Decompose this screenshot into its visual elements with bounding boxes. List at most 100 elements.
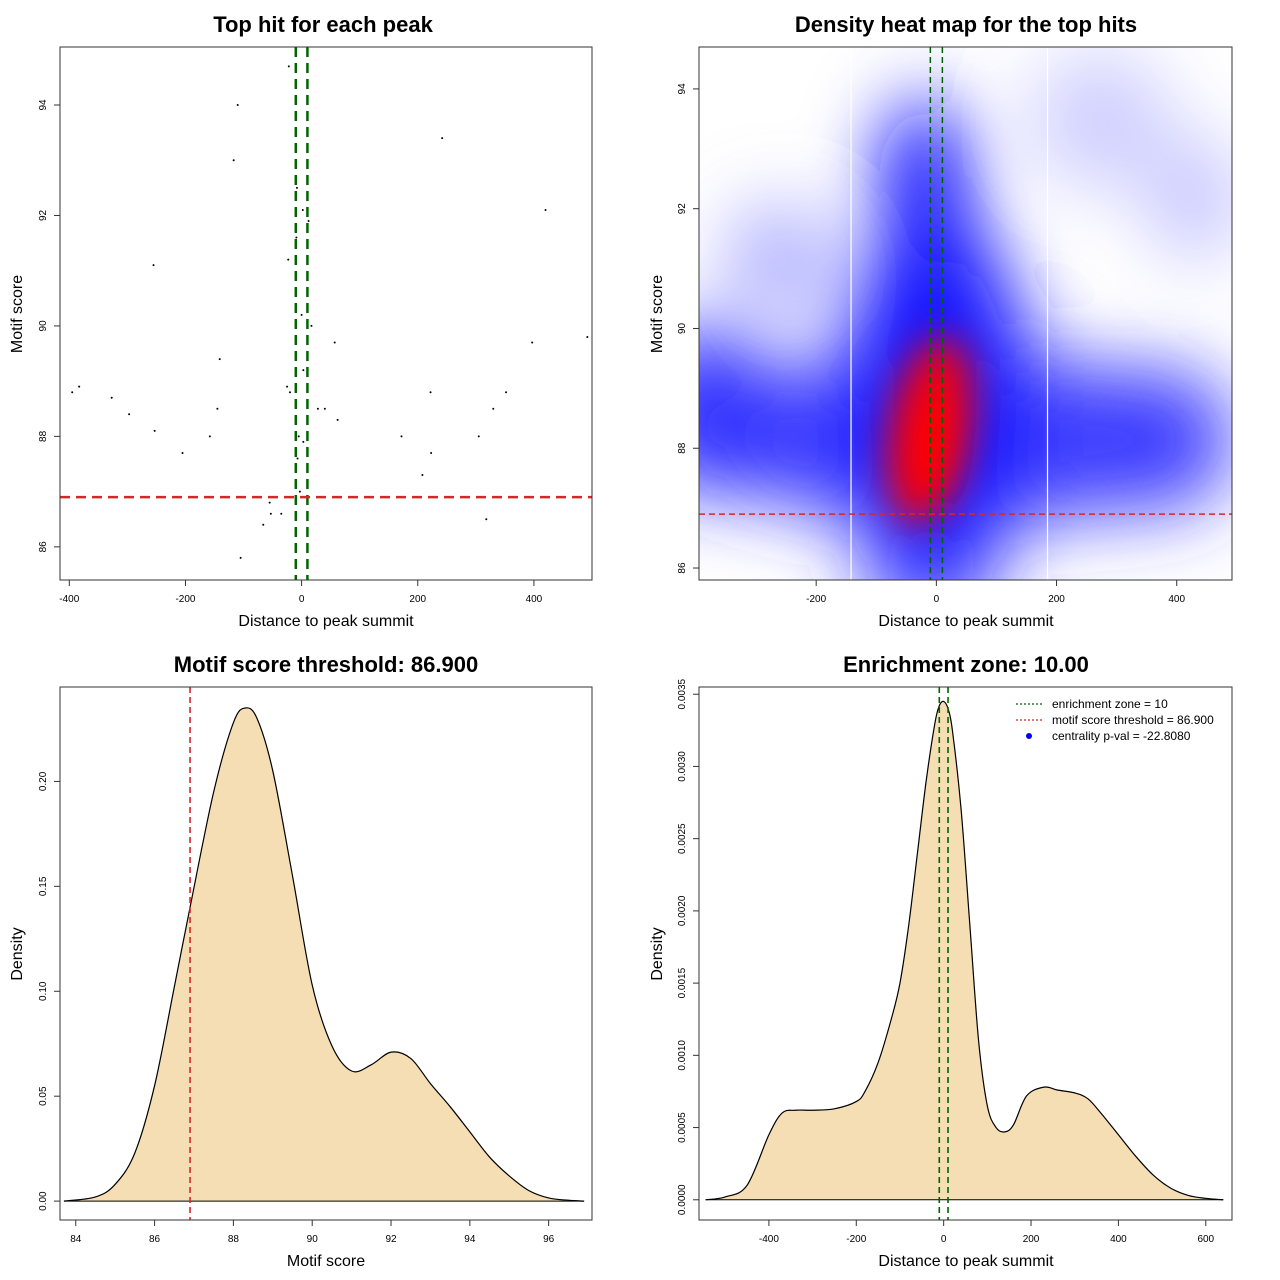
y-tick-label: 88 [38, 430, 49, 442]
scatter-point [262, 523, 265, 526]
x-axis: 84 86 88 90 92 94 96 [70, 1219, 555, 1245]
x-tick-label: 86 [149, 1234, 161, 1245]
scatter-point [152, 264, 155, 267]
density-curve [705, 700, 1224, 1201]
x-axis: -400 -200 0 200 400 [59, 579, 543, 605]
y-tick-label: 86 [38, 541, 49, 553]
x-tick-label: -200 [175, 594, 195, 605]
scatter-point [239, 556, 242, 559]
scatter-point [302, 440, 305, 443]
x-tick-label: 400 [1168, 594, 1185, 605]
y-tick-label: 0.0015 [677, 967, 688, 998]
scatter-point [153, 429, 156, 432]
scatter-point [323, 407, 326, 410]
scatter-point [295, 236, 298, 239]
density-blob [1085, 365, 1232, 515]
density-area [63, 707, 585, 1202]
x-tick-label: -400 [59, 594, 79, 605]
scatter-point [269, 512, 272, 515]
x-tick-label: 400 [1110, 1234, 1127, 1245]
y-tick-label: 0.20 [38, 771, 49, 791]
y-axis-label: Density [649, 927, 666, 980]
scatter-point [333, 341, 336, 344]
y-axis-label: Motif score [649, 275, 666, 353]
density-blob [880, 100, 970, 270]
y-axis-label: Density [9, 927, 26, 980]
y-tick-label: 94 [677, 83, 688, 95]
x-tick-label: -400 [759, 1234, 779, 1245]
chart-title: Motif score threshold: 86.900 [174, 652, 478, 677]
legend-key-centrality [1026, 733, 1032, 739]
x-tick-label: 400 [526, 594, 543, 605]
y-axis: 86 88 90 92 94 [38, 99, 61, 553]
density-blob [1030, 50, 1170, 190]
x-axis-label: Motif score [287, 1253, 365, 1270]
y-tick-label: 0.00 [38, 1191, 49, 1211]
heatmap-panel: Density heat map for the top hits -200 0 2… [649, 12, 1233, 630]
y-tick-label: 0.0025 [677, 823, 688, 854]
x-tick-label: 200 [1023, 1234, 1040, 1245]
legend-label-enrichment: enrichment zone = 10 [1052, 697, 1168, 711]
reference-lines [699, 47, 1232, 580]
x-tick-label: 0 [934, 594, 940, 605]
x-tick-label: 92 [385, 1234, 397, 1245]
scatter-point [300, 313, 303, 316]
scatter-point [296, 457, 299, 460]
x-tick-label: 0 [941, 1234, 947, 1245]
y-tick-label: 94 [38, 99, 49, 111]
scatter-point [298, 490, 301, 493]
score-density-panel: Motif score threshold: 86.900 84 86 88 90 92… [9, 652, 593, 1270]
x-tick-label: 90 [307, 1234, 319, 1245]
scatter-point [477, 435, 480, 438]
scatter-point [297, 435, 300, 438]
y-tick-label: 92 [38, 209, 49, 221]
scatter-point [268, 501, 271, 504]
x-tick-label: 88 [228, 1234, 240, 1245]
legend-label-centrality: centrality p-val = -22.8080 [1052, 729, 1191, 743]
plot-frame [59, 46, 593, 581]
scatter-point [295, 186, 298, 189]
y-tick-label: 0.15 [38, 876, 49, 896]
legend: enrichment zone = 10 motif score thresho… [1016, 697, 1214, 743]
legend-label-threshold: motif score threshold = 86.900 [1052, 713, 1214, 727]
scatter-point [236, 103, 239, 106]
y-tick-label: 90 [38, 320, 49, 332]
y-axis: 0.0000 0.0005 0.0010 0.0015 0.0020 0.0025 0.00… [677, 678, 700, 1215]
y-tick-label: 0.05 [38, 1086, 49, 1106]
scatter-point [400, 435, 403, 438]
x-tick-label: 200 [1048, 594, 1065, 605]
density-core [911, 390, 959, 510]
density-blob [699, 325, 780, 495]
scatter-point [492, 407, 495, 410]
density-curve [63, 707, 585, 1202]
x-tick-label: 96 [543, 1234, 555, 1245]
scatter-point [181, 451, 184, 454]
scatter-point [71, 391, 74, 394]
scatter-point [287, 65, 290, 68]
scatter-point [485, 518, 488, 521]
y-tick-label: 88 [677, 442, 688, 454]
scatter-point [218, 358, 221, 361]
scatter-point [302, 369, 305, 372]
scatter-point [430, 451, 433, 454]
scatter-point [316, 407, 319, 410]
scatter-points [71, 65, 589, 559]
scatter-point [531, 341, 534, 344]
scatter-point [301, 208, 304, 211]
x-axis: -400 -200 0 200 400 600 [759, 1219, 1215, 1245]
scatter-point [78, 385, 81, 388]
density-blob [725, 205, 835, 315]
y-axis: 86 88 90 92 94 [677, 83, 700, 574]
scatter-point [336, 418, 339, 421]
scatter-point [287, 258, 290, 261]
y-tick-label: 92 [677, 203, 688, 215]
scatter-point [110, 396, 113, 399]
x-tick-label: -200 [846, 1234, 866, 1245]
scatter-point [280, 512, 283, 515]
y-tick-label: 90 [677, 322, 688, 334]
distance-density-panel: Enrichment zone: 10.00 -400 -200 0 200 400 60… [649, 652, 1233, 1270]
y-tick-label: 0.0030 [677, 751, 688, 782]
scatter-point [288, 391, 291, 394]
x-tick-label: 200 [409, 594, 426, 605]
